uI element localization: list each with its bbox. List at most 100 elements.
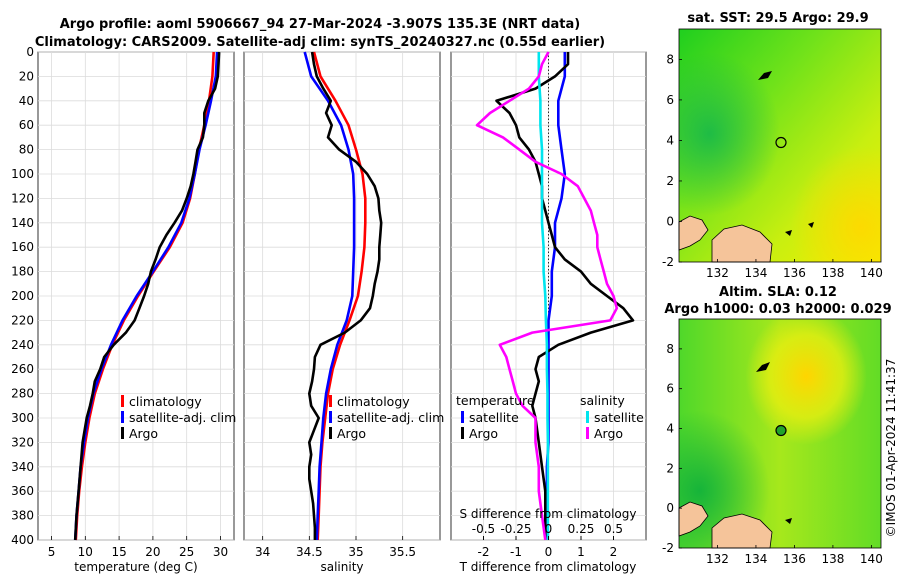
sst-argo-marker (775, 136, 787, 149)
legend-label-satellite-adj: satellite-adj. clim (129, 410, 236, 425)
s-tick-label: -0.5 (472, 522, 495, 536)
depth-tick-labels: 0 20 40 60 80 100 120 140 160 180 200 220 240 260 280 3… (11, 45, 34, 547)
lat-tick-label: 4 (666, 133, 674, 147)
lat-tick-label: 0 (666, 501, 674, 515)
depth-tick-label: 340 (11, 460, 34, 474)
lat-tick-label: 8 (666, 342, 674, 356)
depth-tick-label: 400 (11, 533, 34, 547)
legend-swatch-satellite-adj (329, 411, 332, 423)
legend-swatch-s-argo (586, 427, 589, 439)
lat-tick-label: 4 (666, 422, 674, 436)
x-tick-label: 15 (111, 545, 126, 559)
depth-tick-label: 160 (11, 240, 34, 254)
series-line-t-argo (495, 52, 635, 540)
series-line-satellite-adj-clim (303, 51, 356, 541)
salinity-series (303, 51, 383, 541)
temperature-series (73, 51, 221, 541)
sst-map-panel: sat. SST: 29.5 Argo: 29.9 132 134 136 138 14… (662, 11, 883, 280)
lon-tick-label: 138 (821, 552, 844, 566)
depth-tick-label: 80 (19, 143, 34, 157)
lon-tick-label: 134 (744, 552, 767, 566)
imos-watermark: ©IMOS 01-Apr-2024 11:41:37 (884, 359, 898, 538)
salinity-tick-labels: 34 34.5 35 35.5 (255, 536, 416, 559)
lat-tick-label: 2 (666, 461, 674, 475)
x-tick-label: 30 (213, 545, 228, 559)
legend-swatch-climatology (121, 395, 124, 407)
x-tick-label: 1 (577, 545, 585, 559)
x-tick-label: 20 (145, 545, 160, 559)
legend-label-argo: Argo (129, 426, 158, 441)
depth-tick-label: 140 (11, 216, 34, 230)
legend-title-temperature: temperature (456, 393, 535, 408)
x-tick-label: -1 (510, 545, 522, 559)
x-tick-label: 0 (545, 545, 553, 559)
depth-tick-label: 120 (11, 191, 34, 205)
lon-tick-label: 140 (860, 552, 883, 566)
difference-legend: temperature satellite Argo salinity sate… (456, 393, 644, 441)
depth-tick-label: 0 (26, 45, 34, 59)
lat-tick-label: 8 (666, 52, 674, 66)
s-tick-label: -0.25 (500, 522, 531, 536)
legend-swatch-t-argo (461, 427, 464, 439)
temperature-gridlines (38, 51, 234, 541)
sst-map-title: sat. SST: 29.5 Argo: 29.9 (687, 11, 868, 26)
sla-map-land (678, 362, 792, 549)
depth-tick-label: 60 (19, 118, 34, 132)
depth-tick-label: 180 (11, 265, 34, 279)
lat-tick-label: 6 (666, 382, 674, 396)
legend-label-argo: Argo (337, 426, 366, 441)
x-tick-label: 10 (78, 545, 93, 559)
lat-tick-label: -2 (662, 255, 674, 269)
sla-lat-tick-labels: -2 0 2 4 6 8 (662, 342, 682, 555)
sla-argo-marker (775, 424, 787, 437)
difference-series (475, 51, 635, 541)
depth-tick-label: 220 (11, 313, 34, 327)
legend-label-t-argo: Argo (469, 426, 498, 441)
x-tick-label: 34.5 (296, 545, 323, 559)
lat-tick-label: 2 (666, 174, 674, 188)
depth-tick-label: 320 (11, 435, 34, 449)
depth-tick-label: 240 (11, 338, 34, 352)
figure-title-line1: Argo profile: aoml 5906667_94 27-Mar-202… (60, 17, 580, 32)
depth-tick-label: 200 (11, 289, 34, 303)
x-tick-label: -2 (478, 545, 490, 559)
salinity-legend: climatology satellite-adj. clim Argo (329, 394, 444, 441)
sst-lon-tick-labels: 132 134 136 138 140 (706, 259, 883, 280)
series-line-argo (73, 51, 221, 541)
lat-tick-label: 0 (666, 214, 674, 228)
lat-tick-label: 6 (666, 93, 674, 107)
series-line-s-argo (475, 51, 619, 541)
temperature-legend: climatology satellite-adj. clim Argo (121, 394, 236, 441)
legend-swatch-t-satellite (461, 411, 464, 423)
x-tick-label: 34 (255, 545, 270, 559)
depth-tick-label: 280 (11, 387, 34, 401)
legend-title-salinity: salinity (580, 393, 625, 408)
legend-label-s-satellite: satellite (594, 410, 644, 425)
depth-tick-label: 380 (11, 509, 34, 523)
x-tick-label: 25 (179, 545, 194, 559)
depth-tick-label: 100 (11, 167, 34, 181)
sla-map-title-line1: Altim. SLA: 0.12 (719, 285, 837, 300)
figure-title-line2: Climatology: CARS2009. Satellite-adj cli… (35, 35, 605, 50)
s-difference-axis-label: S difference from climatology (460, 507, 637, 521)
legend-label-climatology: climatology (129, 394, 202, 409)
legend-swatch-climatology (329, 395, 332, 407)
legend-swatch-satellite-adj (121, 411, 124, 423)
temperature-panel: 0 20 40 60 80 100 120 140 160 180 200 220 240 260 280 3… (11, 45, 236, 574)
legend-label-t-satellite: satellite (469, 410, 519, 425)
sla-map-panel: Altim. SLA: 0.12 Argo h1000: 0.03 h2000:… (662, 285, 892, 566)
sst-map-field (679, 29, 881, 262)
s-tick-label: 0 (545, 522, 553, 536)
salinity-xlabel: salinity (320, 560, 363, 574)
x-tick-label: 35.5 (389, 545, 416, 559)
depth-tick-label: 360 (11, 484, 34, 498)
x-tick-label: 35 (348, 545, 363, 559)
temperature-tick-labels: 5 10 15 20 25 30 (48, 536, 228, 559)
legend-label-s-argo: Argo (594, 426, 623, 441)
legend-swatch-argo (121, 427, 124, 439)
legend-label-climatology: climatology (337, 394, 410, 409)
depth-tick-label: 300 (11, 411, 34, 425)
depth-tick-label: 260 (11, 362, 34, 376)
t-difference-xlabel: T difference from climatology (459, 560, 637, 574)
